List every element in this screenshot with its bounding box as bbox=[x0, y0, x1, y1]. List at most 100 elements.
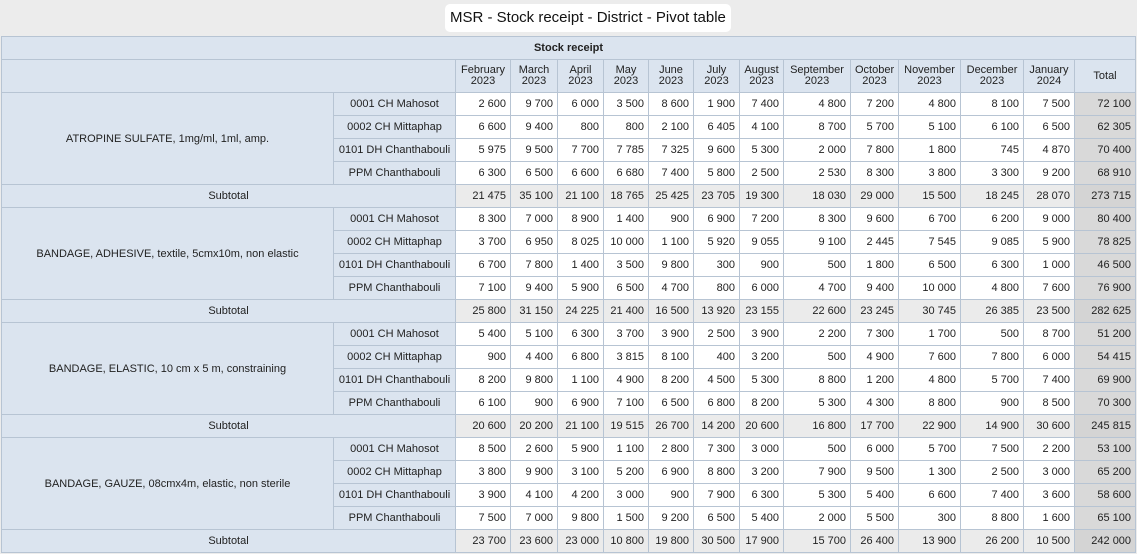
value-cell[interactable]: 900 bbox=[510, 391, 558, 415]
subtotal-value-cell[interactable]: 10 800 bbox=[603, 529, 649, 553]
value-cell[interactable]: 7 300 bbox=[850, 322, 899, 346]
value-cell[interactable]: 7 325 bbox=[648, 138, 694, 162]
value-cell[interactable]: 1 500 bbox=[603, 506, 649, 530]
value-cell[interactable]: 6 500 bbox=[1023, 115, 1075, 139]
row-total-cell[interactable]: 65 200 bbox=[1073, 460, 1137, 484]
value-cell[interactable]: 500 bbox=[783, 345, 851, 369]
value-cell[interactable]: 3 200 bbox=[739, 345, 784, 369]
value-cell[interactable]: 8 200 bbox=[455, 368, 511, 392]
subtotal-value-cell[interactable]: 26 385 bbox=[960, 299, 1024, 323]
value-cell[interactable]: 9 200 bbox=[1023, 161, 1075, 185]
value-cell[interactable]: 8 800 bbox=[693, 460, 740, 484]
value-cell[interactable]: 6 800 bbox=[693, 391, 740, 415]
column-header-month[interactable]: November 2023 bbox=[898, 59, 961, 93]
value-cell[interactable]: 1 000 bbox=[1023, 253, 1075, 277]
value-cell[interactable]: 5 920 bbox=[693, 230, 740, 254]
subtotal-value-cell[interactable]: 22 900 bbox=[898, 414, 961, 438]
value-cell[interactable]: 6 100 bbox=[455, 391, 511, 415]
value-cell[interactable]: 9 085 bbox=[960, 230, 1024, 254]
value-cell[interactable]: 300 bbox=[693, 253, 740, 277]
district-cell[interactable]: 0101 DH Chanthabouli bbox=[333, 483, 456, 507]
value-cell[interactable]: 6 900 bbox=[648, 460, 694, 484]
value-cell[interactable]: 7 500 bbox=[960, 437, 1024, 461]
value-cell[interactable]: 3 100 bbox=[557, 460, 604, 484]
subtotal-value-cell[interactable]: 26 200 bbox=[960, 529, 1024, 553]
value-cell[interactable]: 3 000 bbox=[1023, 460, 1075, 484]
value-cell[interactable]: 6 405 bbox=[693, 115, 740, 139]
value-cell[interactable]: 1 600 bbox=[1023, 506, 1075, 530]
subtotal-value-cell[interactable]: 29 000 bbox=[850, 184, 899, 208]
subtotal-value-cell[interactable]: 14 200 bbox=[693, 414, 740, 438]
row-total-cell[interactable]: 68 910 bbox=[1073, 161, 1137, 185]
value-cell[interactable]: 7 545 bbox=[898, 230, 961, 254]
value-cell[interactable]: 9 400 bbox=[510, 115, 558, 139]
value-cell[interactable]: 8 500 bbox=[1023, 391, 1075, 415]
value-cell[interactable]: 4 700 bbox=[783, 276, 851, 300]
value-cell[interactable]: 6 600 bbox=[557, 161, 604, 185]
value-cell[interactable]: 4 870 bbox=[1023, 138, 1075, 162]
value-cell[interactable]: 1 300 bbox=[898, 460, 961, 484]
value-cell[interactable]: 2 500 bbox=[739, 161, 784, 185]
subtotal-value-cell[interactable]: 13 920 bbox=[693, 299, 740, 323]
subtotal-value-cell[interactable]: 30 745 bbox=[898, 299, 961, 323]
district-cell[interactable]: 0002 CH Mittaphap bbox=[333, 115, 456, 139]
value-cell[interactable]: 10 000 bbox=[603, 230, 649, 254]
value-cell[interactable]: 9 500 bbox=[850, 460, 899, 484]
district-cell[interactable]: 0101 DH Chanthabouli bbox=[333, 368, 456, 392]
value-cell[interactable]: 7 800 bbox=[960, 345, 1024, 369]
value-cell[interactable]: 9 400 bbox=[510, 276, 558, 300]
value-cell[interactable]: 3 000 bbox=[739, 437, 784, 461]
subtotal-value-cell[interactable]: 23 155 bbox=[739, 299, 784, 323]
value-cell[interactable]: 5 700 bbox=[960, 368, 1024, 392]
value-cell[interactable]: 6 500 bbox=[603, 276, 649, 300]
row-total-cell[interactable]: 54 415 bbox=[1073, 345, 1137, 369]
value-cell[interactable]: 6 000 bbox=[739, 276, 784, 300]
value-cell[interactable]: 1 800 bbox=[898, 138, 961, 162]
value-cell[interactable]: 4 800 bbox=[960, 276, 1024, 300]
value-cell[interactable]: 8 300 bbox=[850, 161, 899, 185]
column-header-month[interactable]: October 2023 bbox=[850, 59, 899, 93]
subtotal-value-cell[interactable]: 25 800 bbox=[455, 299, 511, 323]
subtotal-value-cell[interactable]: 21 400 bbox=[603, 299, 649, 323]
value-cell[interactable]: 5 900 bbox=[1023, 230, 1075, 254]
value-cell[interactable]: 6 500 bbox=[510, 161, 558, 185]
value-cell[interactable]: 9 000 bbox=[1023, 207, 1075, 231]
subtotal-value-cell[interactable]: 20 200 bbox=[510, 414, 558, 438]
value-cell[interactable]: 6 600 bbox=[898, 483, 961, 507]
subtotal-value-cell[interactable]: 30 600 bbox=[1023, 414, 1075, 438]
row-total-cell[interactable]: 76 900 bbox=[1073, 276, 1137, 300]
value-cell[interactable]: 5 800 bbox=[693, 161, 740, 185]
subtotal-value-cell[interactable]: 21 475 bbox=[455, 184, 511, 208]
value-cell[interactable]: 5 900 bbox=[557, 437, 604, 461]
value-cell[interactable]: 8 300 bbox=[455, 207, 511, 231]
district-cell[interactable]: 0101 DH Chanthabouli bbox=[333, 138, 456, 162]
value-cell[interactable]: 4 800 bbox=[898, 92, 961, 116]
value-cell[interactable]: 3 300 bbox=[960, 161, 1024, 185]
value-cell[interactable]: 7 000 bbox=[510, 207, 558, 231]
value-cell[interactable]: 9 900 bbox=[510, 460, 558, 484]
value-cell[interactable]: 8 300 bbox=[783, 207, 851, 231]
column-header-month[interactable]: April 2023 bbox=[557, 59, 604, 93]
column-header-month[interactable]: December 2023 bbox=[960, 59, 1024, 93]
value-cell[interactable]: 2 530 bbox=[783, 161, 851, 185]
value-cell[interactable]: 900 bbox=[455, 345, 511, 369]
subtotal-value-cell[interactable]: 35 100 bbox=[510, 184, 558, 208]
value-cell[interactable]: 1 400 bbox=[557, 253, 604, 277]
value-cell[interactable]: 7 200 bbox=[850, 92, 899, 116]
value-cell[interactable]: 500 bbox=[783, 253, 851, 277]
value-cell[interactable]: 5 975 bbox=[455, 138, 511, 162]
subtotal-value-cell[interactable]: 18 765 bbox=[603, 184, 649, 208]
value-cell[interactable]: 9 800 bbox=[510, 368, 558, 392]
subtotal-value-cell[interactable]: 16 500 bbox=[648, 299, 694, 323]
value-cell[interactable]: 1 400 bbox=[603, 207, 649, 231]
value-cell[interactable]: 8 900 bbox=[557, 207, 604, 231]
value-cell[interactable]: 6 950 bbox=[510, 230, 558, 254]
product-cell[interactable]: BANDAGE, ADHESIVE, textile, 5cmx10m, non… bbox=[1, 207, 334, 300]
value-cell[interactable]: 4 400 bbox=[510, 345, 558, 369]
value-cell[interactable]: 7 700 bbox=[557, 138, 604, 162]
subtotal-value-cell[interactable]: 20 600 bbox=[739, 414, 784, 438]
value-cell[interactable]: 4 700 bbox=[648, 276, 694, 300]
row-total-cell[interactable]: 70 300 bbox=[1073, 391, 1137, 415]
value-cell[interactable]: 3 900 bbox=[739, 322, 784, 346]
value-cell[interactable]: 4 900 bbox=[850, 345, 899, 369]
